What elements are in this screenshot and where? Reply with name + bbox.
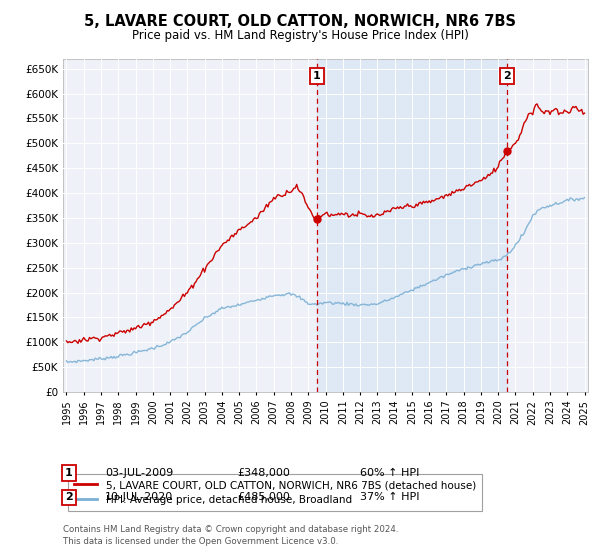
Text: 37% ↑ HPI: 37% ↑ HPI	[360, 492, 419, 502]
Bar	[317, 59, 507, 392]
Text: 03-JUL-2009: 03-JUL-2009	[105, 468, 173, 478]
Text: 2: 2	[503, 71, 511, 81]
Text: £348,000: £348,000	[237, 468, 290, 478]
Legend: 5, LAVARE COURT, OLD CATTON, NORWICH, NR6 7BS (detached house), HPI: Average pri: 5, LAVARE COURT, OLD CATTON, NORWICH, NR…	[68, 474, 482, 511]
Text: 10-JUL-2020: 10-JUL-2020	[105, 492, 173, 502]
Text: Price paid vs. HM Land Registry's House Price Index (HPI): Price paid vs. HM Land Registry's House …	[131, 29, 469, 42]
Text: 60% ↑ HPI: 60% ↑ HPI	[360, 468, 419, 478]
Text: £485,000: £485,000	[237, 492, 290, 502]
Text: Contains HM Land Registry data © Crown copyright and database right 2024.
This d: Contains HM Land Registry data © Crown c…	[63, 525, 398, 546]
Text: 5, LAVARE COURT, OLD CATTON, NORWICH, NR6 7BS: 5, LAVARE COURT, OLD CATTON, NORWICH, NR…	[84, 14, 516, 29]
Text: 2: 2	[65, 492, 73, 502]
Text: 1: 1	[65, 468, 73, 478]
Text: 1: 1	[313, 71, 321, 81]
